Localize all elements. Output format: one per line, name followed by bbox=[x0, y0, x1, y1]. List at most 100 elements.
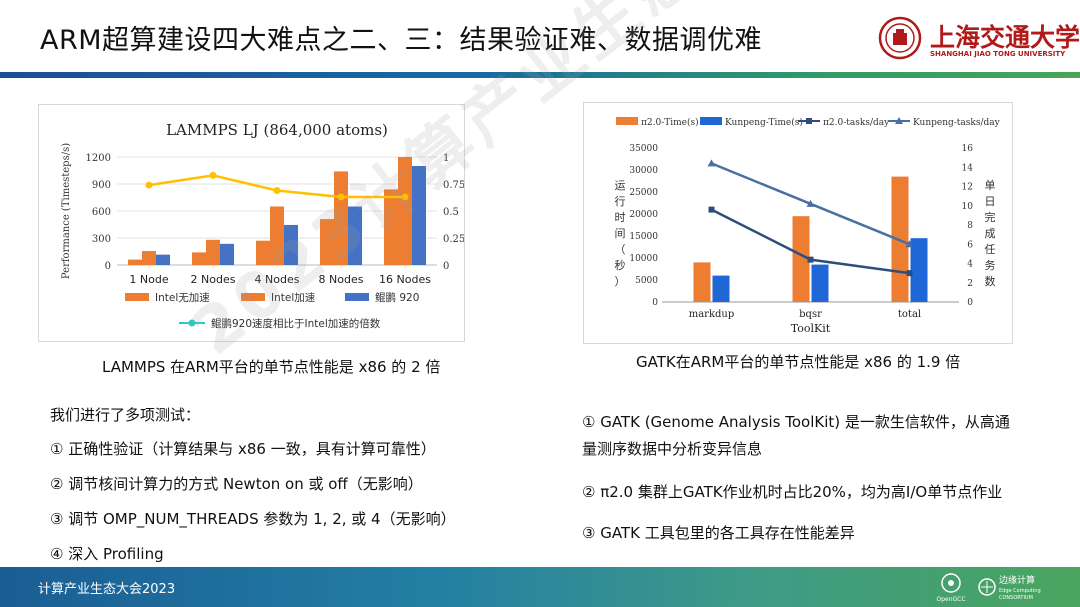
right-bullet-3: ③ GATK 工具包里的各工具存在性能差异 bbox=[582, 524, 855, 542]
legend-label: π2.0-Time(s) bbox=[641, 117, 699, 128]
y-tick-label: 10000 bbox=[629, 254, 658, 264]
y2-axis-label-char: 任 bbox=[985, 243, 996, 256]
right-bullet-2: ② π2.0 集群上GATK作业机时占比20%，均为高I/O单节点作业 bbox=[582, 483, 1003, 501]
y2-tick-label: 1 bbox=[443, 153, 449, 164]
y2-tick-label: 16 bbox=[962, 144, 974, 154]
y2-axis-label-char: 日 bbox=[985, 195, 996, 208]
y-axis-label: Performance (Timesteps/s) bbox=[61, 143, 72, 279]
x-tick-label: 8 Nodes bbox=[319, 273, 364, 286]
y2-tick-label: 0.75 bbox=[443, 180, 464, 191]
lammps-chart: LAMMPS LJ (864,000 atoms) 0 300 600 900 1200 0… bbox=[61, 121, 481, 330]
y-tick-label: 300 bbox=[92, 234, 111, 245]
university-name-cn: 上海交通大学 bbox=[930, 23, 1080, 52]
legend-line-marker bbox=[188, 319, 196, 327]
y2-tick-label: 10 bbox=[962, 202, 974, 212]
lammps-chart-panel: LAMMPS LJ (864,000 atoms) 0 300 600 900 1200 0… bbox=[38, 104, 481, 342]
legend-label: Kunpeng-Time(s) bbox=[725, 117, 803, 128]
pi2-tasks-point bbox=[906, 270, 913, 277]
university-name-en: SHANGHAI JIAO TONG UNIVERSITY bbox=[930, 50, 1066, 58]
pi2-tasks-point bbox=[708, 206, 715, 213]
bar-intel-noaccel bbox=[256, 240, 270, 265]
bar-intel-noaccel bbox=[192, 252, 206, 265]
y-tick-label: 0 bbox=[105, 261, 111, 272]
pi2-tasks-point bbox=[807, 256, 814, 263]
legend-label: π2.0-tasks/day bbox=[823, 118, 890, 128]
x-tick-label: 16 Nodes bbox=[379, 273, 431, 286]
right-bullet-1a: ① GATK (Genome Analysis ToolKit) 是一款生信软件… bbox=[582, 413, 1010, 431]
footer-text: 计算产业生态大会2023 bbox=[38, 582, 176, 597]
y-axis-label-char: 秒 bbox=[615, 258, 626, 272]
y-axis-label-char: 行 bbox=[615, 195, 626, 208]
x-axis-label: ToolKit bbox=[791, 322, 831, 335]
legend-swatch bbox=[241, 293, 265, 301]
y-tick-label: 900 bbox=[92, 180, 111, 191]
bar-kunpeng920 bbox=[156, 254, 170, 265]
y2-tick-label: 8 bbox=[967, 221, 973, 231]
y-axis-label-char: ） bbox=[615, 275, 626, 288]
x-tick-label: 1 Node bbox=[129, 273, 168, 286]
legend-label: 鲲鹏 920 bbox=[375, 291, 419, 304]
bar-intel-noaccel bbox=[320, 219, 334, 265]
opengcc-logo-label: OpenGCC bbox=[936, 596, 965, 603]
bar-intel-noaccel bbox=[384, 189, 398, 265]
x-tick-label: total bbox=[898, 309, 921, 320]
y-tick-label: 35000 bbox=[629, 144, 658, 154]
left-bullet-4: ④ 深入 Profiling bbox=[50, 545, 164, 563]
y2-tick-label: 6 bbox=[967, 240, 973, 250]
y-tick-label: 1200 bbox=[86, 153, 111, 164]
y2-tick-label: 0 bbox=[443, 261, 449, 272]
y2-tick-label: 14 bbox=[962, 163, 974, 173]
legend-label: Intel加速 bbox=[271, 292, 316, 304]
bar-intel-accel bbox=[142, 251, 156, 265]
speedup-point bbox=[273, 186, 281, 194]
lammps-caption: LAMMPS 在ARM平台的单节点性能是 x86 的 2 倍 bbox=[102, 358, 441, 376]
bar-kunpeng-time bbox=[910, 238, 928, 302]
y2-axis-label-char: 完 bbox=[985, 210, 996, 224]
legend-label: Kunpeng-tasks/day bbox=[913, 118, 1001, 128]
gatk-chart-panel: π2.0-Time(s) Kunpeng-Time(s) π2.0-tasks/da… bbox=[583, 102, 1013, 344]
y2-tick-label: 0.25 bbox=[443, 234, 464, 245]
x-tick-label: 4 Nodes bbox=[255, 273, 300, 286]
y-tick-label: 30000 bbox=[629, 166, 658, 176]
legend-swatch bbox=[345, 293, 369, 301]
legend-label: Intel无加速 bbox=[155, 292, 210, 304]
speedup-point bbox=[337, 193, 345, 201]
y2-tick-label: 0 bbox=[967, 298, 973, 308]
bar-kunpeng920 bbox=[284, 224, 298, 265]
university-logo: 上海交通大学 SHANGHAI JIAO TONG UNIVERSITY bbox=[878, 14, 1080, 66]
bar-pi2-time bbox=[693, 262, 711, 302]
kunpeng-tasks-point bbox=[806, 199, 815, 207]
y2-tick-label: 4 bbox=[967, 260, 973, 270]
y2-axis-label-char: 务 bbox=[985, 259, 996, 272]
gatk-caption: GATK在ARM平台的单节点性能是 x86 的 1.9 倍 bbox=[636, 353, 961, 371]
y-axis-label-char: 运 bbox=[615, 179, 626, 192]
title-divider bbox=[0, 72, 1080, 78]
x-tick-label: bqsr bbox=[799, 309, 822, 320]
bar-kunpeng-time bbox=[712, 275, 730, 302]
y2-tick-label: 0.5 bbox=[443, 207, 459, 218]
speedup-point bbox=[145, 181, 153, 189]
y-tick-label: 20000 bbox=[629, 210, 658, 220]
y2-axis-label-char: 成 bbox=[985, 227, 996, 240]
y-axis-label-char: 间 bbox=[615, 227, 626, 240]
x-tick-label: markdup bbox=[689, 309, 735, 320]
y-axis-label-char: 时 bbox=[615, 211, 626, 224]
y-tick-label: 25000 bbox=[629, 188, 658, 198]
speedup-point bbox=[401, 193, 409, 201]
gatk-chart: π2.0-Time(s) Kunpeng-Time(s) π2.0-tasks/da… bbox=[615, 117, 1001, 335]
y-tick-label: 0 bbox=[652, 298, 658, 308]
legend-swatch bbox=[125, 293, 149, 301]
bar-kunpeng920 bbox=[412, 166, 426, 265]
pi2-tasks-line bbox=[710, 208, 910, 275]
x-tick-label: 2 Nodes bbox=[191, 273, 236, 286]
left-bullet-2: ② 调节核间计算力的方式 Newton on 或 off（无影响） bbox=[50, 475, 423, 493]
edge-logo-en2: CONSORTIUM bbox=[999, 595, 1033, 601]
slide-title: ARM超算建设四大难点之二、三：结果验证难、数据调优难 bbox=[40, 25, 763, 56]
chart-title: LAMMPS LJ (864,000 atoms) bbox=[166, 121, 388, 139]
bar-intel-accel bbox=[398, 157, 412, 265]
y-tick-label: 15000 bbox=[629, 232, 658, 242]
y-axis-label-char: （ bbox=[615, 243, 626, 256]
bar-pi2-time bbox=[792, 216, 810, 302]
footer-logos: OpenGCC 边缘计算 Edge Computing CONSORTIUM bbox=[936, 573, 1041, 603]
edge-computing-logo-icon: 边缘计算 Edge Computing CONSORTIUM bbox=[978, 574, 1041, 601]
